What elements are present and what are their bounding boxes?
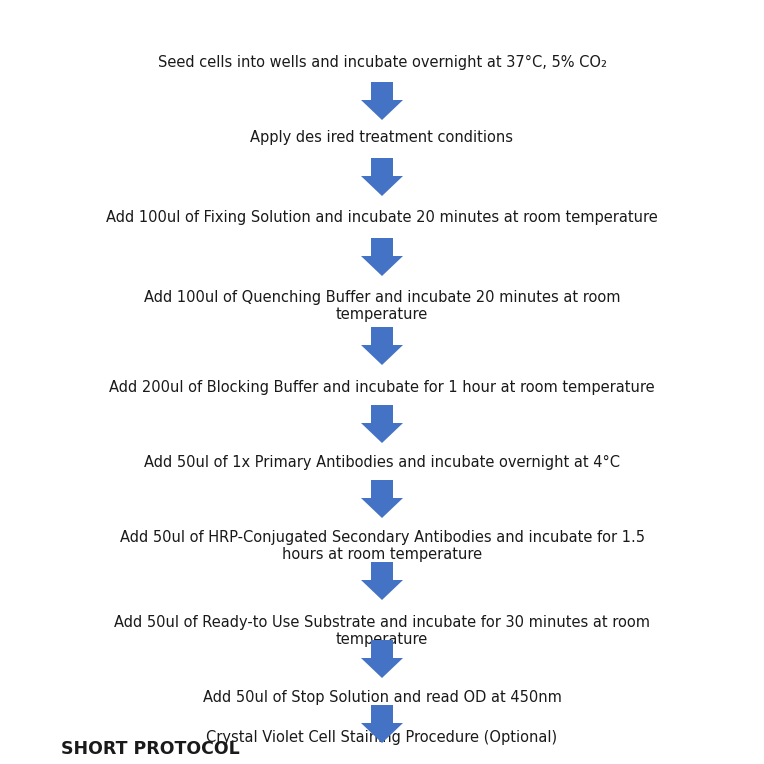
Text: Add 50ul of Stop Solution and read OD at 450nm: Add 50ul of Stop Solution and read OD at… bbox=[202, 690, 562, 705]
Text: Add 50ul of Ready-to Use Substrate and incubate for 30 minutes at room
temperatu: Add 50ul of Ready-to Use Substrate and i… bbox=[114, 615, 650, 647]
Polygon shape bbox=[371, 562, 393, 580]
Text: Add 50ul of HRP-Conjugated Secondary Antibodies and incubate for 1.5
hours at ro: Add 50ul of HRP-Conjugated Secondary Ant… bbox=[119, 530, 645, 562]
Polygon shape bbox=[361, 345, 403, 365]
Text: Apply des ired treatment conditions: Apply des ired treatment conditions bbox=[251, 130, 513, 145]
Text: SHORT PROTOCOL: SHORT PROTOCOL bbox=[61, 740, 240, 758]
Polygon shape bbox=[361, 580, 403, 600]
Polygon shape bbox=[371, 327, 393, 345]
Text: Add 100ul of Fixing Solution and incubate 20 minutes at room temperature: Add 100ul of Fixing Solution and incubat… bbox=[106, 210, 658, 225]
Text: Seed cells into wells and incubate overnight at 37°C, 5% CO₂: Seed cells into wells and incubate overn… bbox=[157, 55, 607, 70]
Polygon shape bbox=[361, 723, 403, 743]
Polygon shape bbox=[361, 658, 403, 678]
Polygon shape bbox=[371, 405, 393, 423]
Text: Crystal Violet Cell Staining Procedure (Optional): Crystal Violet Cell Staining Procedure (… bbox=[206, 730, 558, 745]
Text: Add 50ul of 1x Primary Antibodies and incubate overnight at 4°C: Add 50ul of 1x Primary Antibodies and in… bbox=[144, 455, 620, 470]
Polygon shape bbox=[371, 238, 393, 256]
Polygon shape bbox=[361, 100, 403, 120]
Polygon shape bbox=[371, 158, 393, 176]
Polygon shape bbox=[361, 423, 403, 443]
Text: Add 100ul of Quenching Buffer and incubate 20 minutes at room
temperature: Add 100ul of Quenching Buffer and incuba… bbox=[144, 290, 620, 322]
Polygon shape bbox=[371, 640, 393, 658]
Polygon shape bbox=[361, 498, 403, 518]
Polygon shape bbox=[371, 82, 393, 100]
Polygon shape bbox=[361, 176, 403, 196]
Polygon shape bbox=[371, 480, 393, 498]
Polygon shape bbox=[371, 705, 393, 723]
Text: Add 200ul of Blocking Buffer and incubate for 1 hour at room temperature: Add 200ul of Blocking Buffer and incubat… bbox=[109, 380, 655, 395]
Polygon shape bbox=[361, 256, 403, 276]
